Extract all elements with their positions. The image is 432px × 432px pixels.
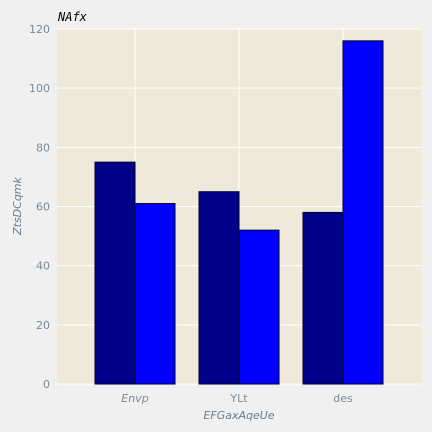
- bar-series1-des: [342, 40, 384, 385]
- x-tick-labels: Envp YLt des: [121, 392, 353, 405]
- y-tick-label-0: 0: [43, 378, 50, 391]
- chart-title: NAfx: [57, 10, 88, 24]
- x-tick-label-1: YLt: [229, 392, 248, 405]
- y-tick-label-4: 80: [36, 141, 50, 154]
- y-axis-label: ZtsDCqmk: [11, 176, 24, 235]
- y-tick-label-1: 20: [36, 319, 50, 332]
- x-tick-label-2: des: [333, 392, 353, 405]
- bars: [94, 40, 384, 385]
- bar-series0-des: [302, 211, 344, 385]
- y-tick-labels: 0 20 40 60 80 100 120: [29, 23, 50, 391]
- bar-series1-Envp: [134, 203, 176, 385]
- y-tick-label-2: 40: [36, 260, 50, 273]
- bar-series0-Envp: [94, 161, 136, 385]
- y-tick-label-3: 60: [36, 201, 50, 214]
- bar-series1-YLt: [238, 229, 280, 385]
- x-tick-label-0: Envp: [121, 392, 148, 405]
- y-tick-label-5: 100: [29, 82, 50, 95]
- x-axis-label: EFGaxAqeUe: [203, 409, 274, 422]
- y-tick-label-6: 120: [29, 23, 50, 36]
- bar-series0-YLt: [198, 191, 240, 385]
